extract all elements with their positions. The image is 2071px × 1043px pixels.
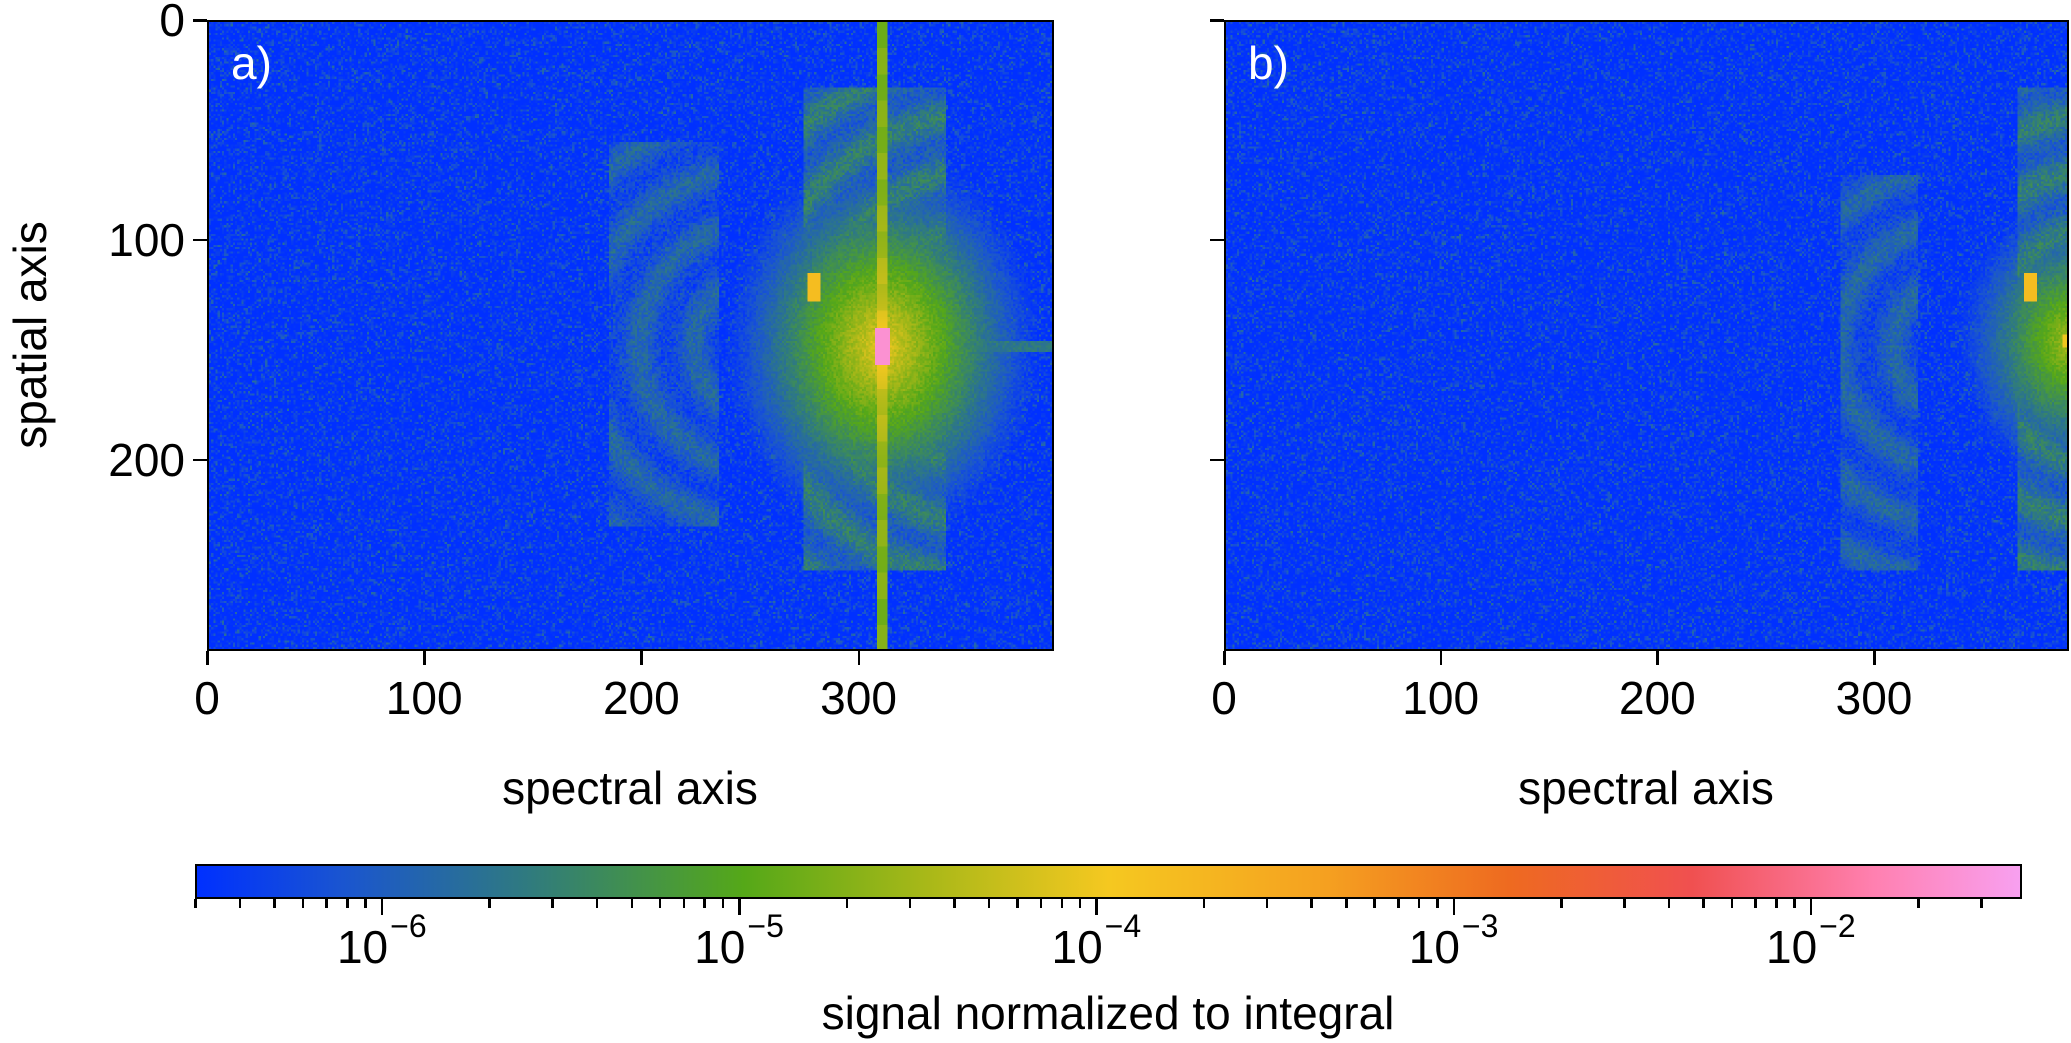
panel-a-xtick xyxy=(206,651,209,665)
colorbar-minor-tick xyxy=(1560,899,1563,908)
panel-b-xtick xyxy=(1873,651,1876,665)
colorbar-minor-tick xyxy=(1039,899,1043,908)
panel-a-xtick-label: 100 xyxy=(385,672,463,724)
colorbar-minor-tick xyxy=(1202,899,1206,908)
panel-a-ytick-label: 100 xyxy=(108,213,185,266)
tick-exponent: −3 xyxy=(1461,908,1499,944)
colorbar-minor-tick xyxy=(1436,899,1439,908)
colorbar-minor-tick xyxy=(845,899,849,908)
colorbar-minor-tick xyxy=(346,899,349,908)
panel-a-ytick-label: 200 xyxy=(108,433,185,486)
tick-base: 10 xyxy=(1408,921,1460,973)
colorbar-minor-tick xyxy=(721,899,725,908)
colorbar-tick-label: 10−3 xyxy=(1408,910,1499,973)
panel-a-label: a) xyxy=(231,37,272,89)
panel-b-xtick-label: 200 xyxy=(1618,672,1696,724)
colorbar-minor-tick xyxy=(1702,899,1705,908)
panel-b-ytick xyxy=(1210,458,1224,462)
colorbar-label: signal normalized to integral xyxy=(821,987,1395,1039)
tick-exponent: −2 xyxy=(1819,908,1856,944)
panel-a-ytick xyxy=(193,238,207,242)
tick-exponent: −4 xyxy=(1104,908,1142,944)
colorbar-major-tick xyxy=(1452,899,1456,915)
colorbar-minor-tick xyxy=(908,899,912,908)
panel-a-ytick xyxy=(193,19,207,22)
colorbar-minor-tick xyxy=(953,899,956,908)
panel-b-xtick xyxy=(1439,651,1443,665)
colorbar-minor-tick xyxy=(658,899,662,908)
colorbar-minor-tick xyxy=(1310,899,1313,908)
colorbar-minor-tick xyxy=(551,899,554,908)
colorbar-minor-tick xyxy=(364,899,367,908)
tick-base: 10 xyxy=(1051,921,1103,973)
panel-a-ytick-label: 0 xyxy=(159,0,185,46)
colorbar-minor-tick xyxy=(301,899,305,908)
tick-base: 10 xyxy=(336,921,389,973)
colorbar-minor-tick xyxy=(1373,899,1376,908)
colorbar-minor-tick xyxy=(1016,899,1019,908)
panel-a-xlabel: spectral axis xyxy=(502,762,758,814)
colorbar-minor-tick xyxy=(1917,899,1920,908)
panel-b-ytick xyxy=(1210,19,1224,22)
panel-a-xtick xyxy=(857,651,861,665)
tick-base: 10 xyxy=(694,921,746,973)
colorbar-minor-tick xyxy=(273,899,276,908)
panel-a-image xyxy=(209,22,1052,649)
tick-exponent: −5 xyxy=(747,908,784,944)
panel-a-xtick-label: 300 xyxy=(820,672,897,724)
colorbar-minor-tick xyxy=(1775,899,1778,908)
colorbar-minor-tick xyxy=(238,899,242,908)
colorbar-tick-label: 10−4 xyxy=(1051,910,1141,973)
tick-exponent: −6 xyxy=(390,908,427,944)
panel-b-heatmap: b) xyxy=(1224,20,2069,651)
colorbar-major-tick xyxy=(380,899,384,915)
panel-b-xtick xyxy=(1656,651,1659,665)
colorbar-minor-tick xyxy=(682,899,686,908)
panel-b-xtick-label: 0 xyxy=(1211,672,1237,724)
colorbar-minor-tick xyxy=(1754,899,1757,908)
panel-b-xlabel: spectral axis xyxy=(1518,762,1774,814)
colorbar-minor-tick xyxy=(488,899,491,908)
colorbar-tick-label: 10−5 xyxy=(694,910,784,973)
colorbar-minor-tick xyxy=(1730,899,1734,908)
panel-b-image xyxy=(1226,22,2067,649)
colorbar-minor-tick xyxy=(1265,899,1269,908)
panel-a-xtick xyxy=(640,651,643,665)
colorbar-minor-tick xyxy=(1980,899,1983,908)
colorbar-minor-tick xyxy=(1623,899,1626,908)
colorbar-minor-tick xyxy=(595,899,599,908)
panel-b-xtick-label: 100 xyxy=(1402,672,1480,724)
panel-b-xtick-label: 300 xyxy=(1835,672,1913,724)
panel-a-heatmap: a) xyxy=(207,20,1054,651)
colorbar-tick-label: 10−2 xyxy=(1766,910,1856,973)
colorbar-minor-tick xyxy=(1397,899,1400,908)
panel-b-xtick xyxy=(1223,651,1226,665)
colorbar xyxy=(195,864,2022,899)
colorbar-major-tick xyxy=(1095,899,1098,915)
panel-a-xtick-label: 200 xyxy=(602,672,680,724)
colorbar-minor-tick xyxy=(987,899,991,908)
colorbar-minor-tick xyxy=(325,899,328,908)
panel-a-ylabel: spatial axis xyxy=(4,221,56,449)
colorbar-tick-label: 10−6 xyxy=(336,910,427,973)
panel-a-ytick xyxy=(193,458,207,462)
colorbar-major-tick xyxy=(1809,899,1813,915)
colorbar-minor-tick xyxy=(1667,899,1671,908)
colorbar-major-tick xyxy=(738,899,741,915)
colorbar-minor-tick xyxy=(1417,899,1421,908)
panel-a-xtick-label: 0 xyxy=(194,672,220,724)
colorbar-minor-tick xyxy=(1345,899,1348,908)
colorbar-minor-tick xyxy=(194,899,197,908)
tick-base: 10 xyxy=(1766,921,1818,973)
colorbar-minor-tick xyxy=(630,899,634,908)
panel-b-ytick xyxy=(1210,238,1224,242)
panel-a-xtick xyxy=(423,651,426,665)
colorbar-minor-tick xyxy=(1793,899,1796,908)
colorbar-minor-tick xyxy=(1060,899,1064,908)
colorbar-minor-tick xyxy=(1078,899,1082,908)
panel-b-label: b) xyxy=(1248,37,1289,89)
colorbar-minor-tick xyxy=(703,899,706,908)
